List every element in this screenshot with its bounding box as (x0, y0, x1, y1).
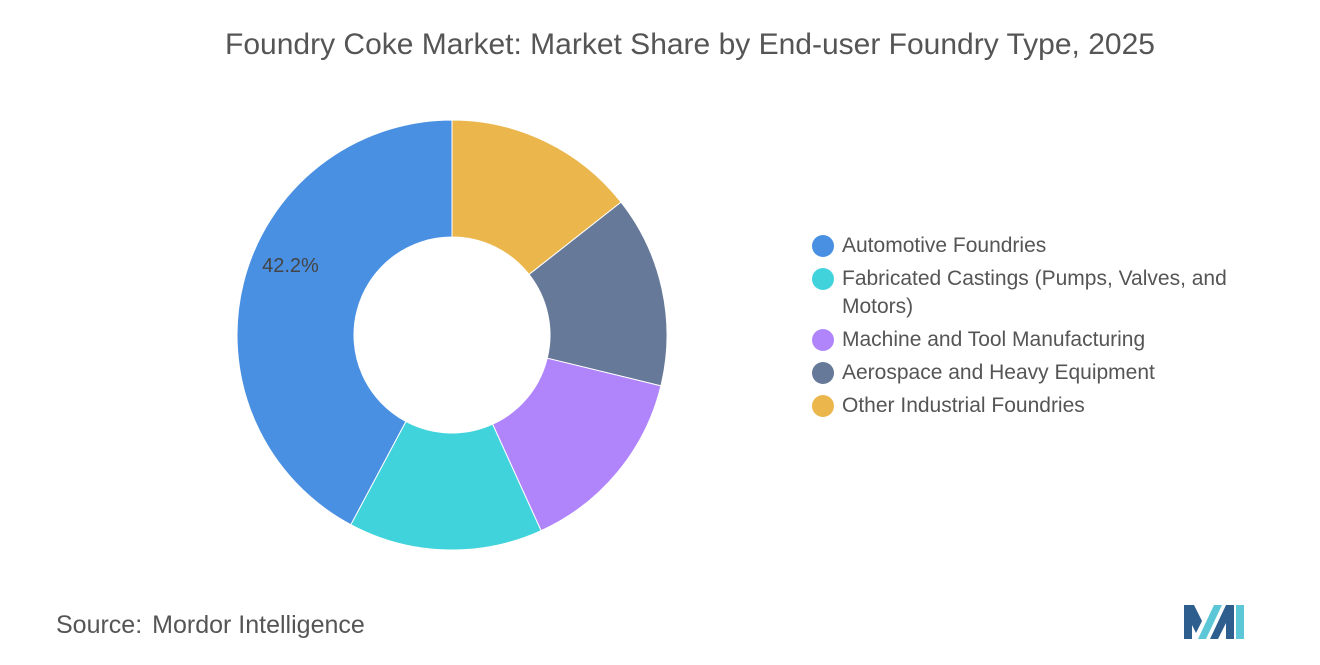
source-note: Source: Mordor Intelligence (56, 611, 365, 640)
slice-fabricated-castings-pumps-valves-and-motors (350, 420, 542, 551)
legend-item: Fabricated Castings (Pumps, Valves, and … (812, 265, 1262, 321)
slice-machine-and-tool-manufacturing (491, 357, 662, 532)
data-label: 42.2% (262, 255, 319, 277)
legend-swatch (812, 235, 834, 257)
legend-swatch (812, 329, 834, 351)
legend-swatch (812, 395, 834, 417)
donut-chart: 42.2% (236, 119, 668, 551)
legend-label: Machine and Tool Manufacturing (842, 328, 1146, 351)
slice-automotive-foundries (236, 119, 453, 526)
chart-title: Foundry Coke Market: Market Share by End… (225, 28, 1155, 61)
legend-label: Automotive Foundries (842, 234, 1047, 257)
slice-other-industrial-foundries (451, 119, 622, 276)
source-label: Source: (56, 611, 143, 639)
chart-legend: Automotive Foundries Fabricated Castings … (812, 232, 1262, 425)
legend-label: Other Industrial Foundries (842, 394, 1085, 417)
legend-item: Machine and Tool Manufacturing (812, 326, 1262, 354)
legend-item: Automotive Foundries (812, 232, 1262, 260)
legend-label: Aerospace and Heavy Equipment (842, 361, 1155, 384)
legend-item: Other Industrial Foundries (812, 392, 1262, 420)
legend-label: Fabricated Castings (Pumps, Valves, and … (842, 267, 1227, 318)
legend-item: Aerospace and Heavy Equipment (812, 359, 1262, 387)
legend-swatch (812, 362, 834, 384)
legend-swatch (812, 268, 834, 290)
mordor-intelligence-logo-icon (1184, 605, 1244, 639)
source-text: Mordor Intelligence (152, 611, 365, 639)
slice-aerospace-and-heavy-equipment (528, 201, 668, 387)
